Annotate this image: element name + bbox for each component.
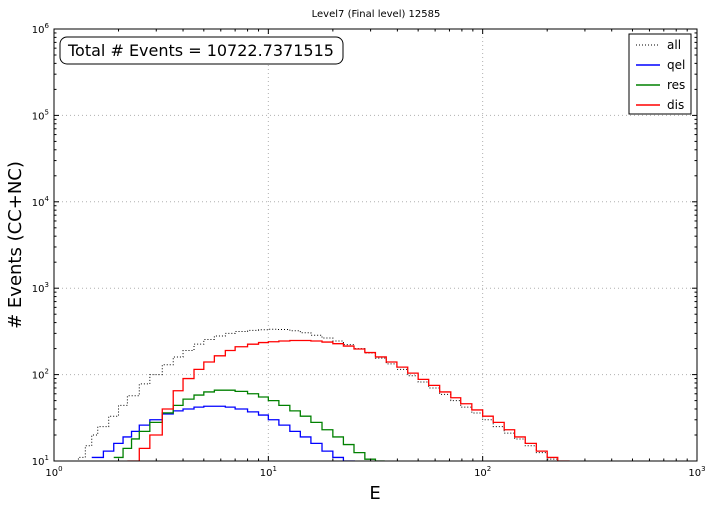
series-line-dis [127, 339, 570, 461]
series-line-qel [91, 405, 356, 461]
x-tick-label: 100 [45, 465, 62, 479]
y-tick-label: 102 [32, 368, 49, 382]
x-tick-label: 103 [688, 465, 705, 479]
legend-label-qel: qel [667, 58, 685, 72]
y-tick-label: 101 [32, 454, 49, 468]
annotation-box: Total # Events = 10722.7371515 [59, 36, 344, 65]
y-axis-label: # Events (CC+NC) [5, 161, 26, 329]
series-line-res [113, 389, 385, 461]
y-tick-label: 103 [32, 281, 49, 295]
legend-label-res: res [667, 78, 685, 92]
legend: all qel res dis [628, 33, 692, 115]
series-line-all [70, 328, 566, 461]
ticks [53, 28, 698, 462]
legend-label-all: all [667, 38, 681, 52]
y-tick-label: 106 [32, 22, 50, 36]
y-tick-label: 104 [32, 195, 50, 209]
legend-label-dis: dis [667, 98, 684, 112]
x-tick-label: 102 [474, 465, 491, 479]
plot-frame [53, 28, 698, 462]
grid [54, 29, 697, 461]
x-tick-label: 101 [260, 465, 277, 479]
series-layer [70, 328, 570, 461]
chart-title: Level7 (Final level) 12585 [312, 9, 441, 20]
x-axis-label: E [369, 483, 380, 504]
total-events-annotation: Total # Events = 10722.7371515 [67, 41, 334, 60]
y-tick-label: 105 [32, 108, 49, 122]
